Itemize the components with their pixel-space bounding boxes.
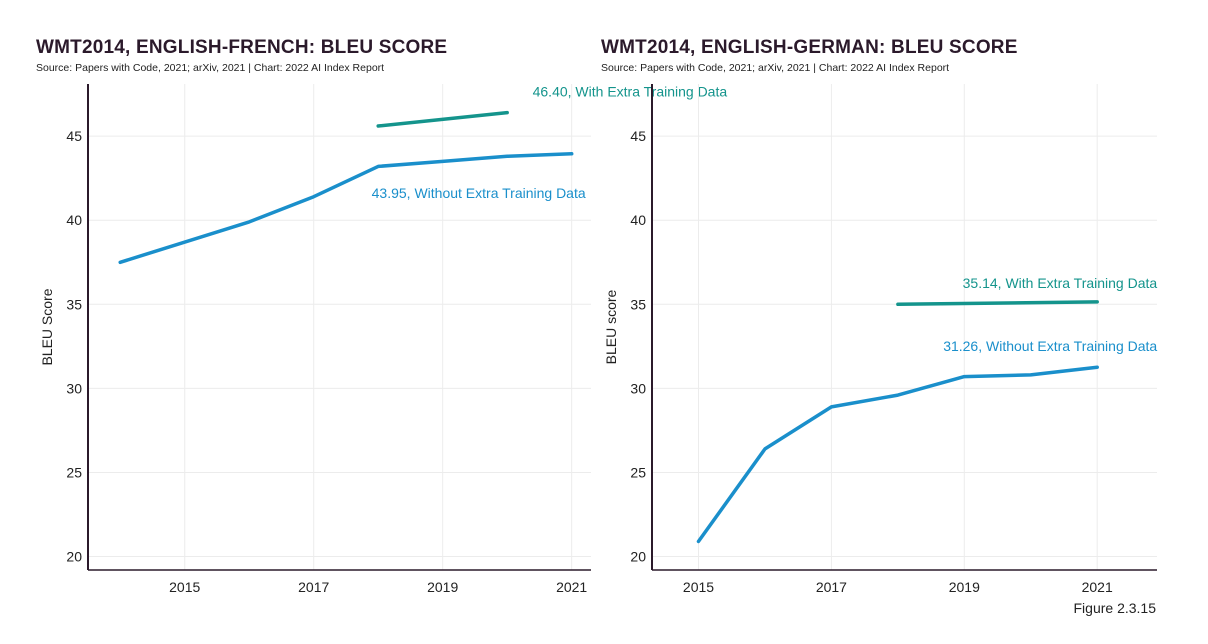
german-xtick-2021: 2021 xyxy=(1082,579,1113,595)
french-chart-source: Source: Papers with Code, 2021; arXiv, 2… xyxy=(36,62,385,74)
french-series-line-without-extra xyxy=(118,152,574,265)
french-xtick-2015: 2015 xyxy=(169,579,200,595)
french-ytick-45: 45 xyxy=(66,128,82,144)
figure-label: Figure 2.3.15 xyxy=(1073,600,1157,616)
german-ytick-30: 30 xyxy=(630,380,646,396)
german-xtick-2015: 2015 xyxy=(683,579,714,595)
french-series-label-without-extra: 43.95, Without Extra Training Data xyxy=(372,185,586,201)
german-ytick-35: 35 xyxy=(630,296,646,312)
french-ytick-40: 40 xyxy=(66,212,82,228)
german-series-line-with-extra xyxy=(896,300,1099,307)
german-series-label-with-extra: 35.14, With Extra Training Data xyxy=(963,275,1158,291)
german-y-axis-title: BLEU score xyxy=(603,289,619,364)
german-chart-title: WMT2014, ENGLISH-GERMAN: BLEU SCORE xyxy=(601,37,1018,58)
german-ytick-25: 25 xyxy=(630,464,646,480)
french-ytick-25: 25 xyxy=(66,464,82,480)
french-ytick-20: 20 xyxy=(66,549,82,565)
french-xtick-2017: 2017 xyxy=(298,579,329,595)
french-y-axis-title: BLEU Score xyxy=(39,288,55,365)
french-ytick-35: 35 xyxy=(66,296,82,312)
french-ytick-30: 30 xyxy=(66,380,82,396)
german-series-label-without-extra: 31.26, Without Extra Training Data xyxy=(943,338,1157,354)
french-series-line-with-extra xyxy=(376,110,509,128)
german-xtick-2017: 2017 xyxy=(816,579,847,595)
french-chart-title: WMT2014, ENGLISH-FRENCH: BLEU SCORE xyxy=(36,37,448,58)
german-ytick-20: 20 xyxy=(630,549,646,565)
german-xtick-2019: 2019 xyxy=(949,579,980,595)
german-ytick-45: 45 xyxy=(630,128,646,144)
french-xtick-2021: 2021 xyxy=(556,579,587,595)
french-xtick-2019: 2019 xyxy=(427,579,458,595)
german-ytick-40: 40 xyxy=(630,212,646,228)
german-chart-source: Source: Papers with Code, 2021; arXiv, 2… xyxy=(601,62,950,74)
german-series-line-without-extra xyxy=(696,365,1099,544)
french-series-label-with-extra: 46.40, With Extra Training Data xyxy=(533,84,728,100)
